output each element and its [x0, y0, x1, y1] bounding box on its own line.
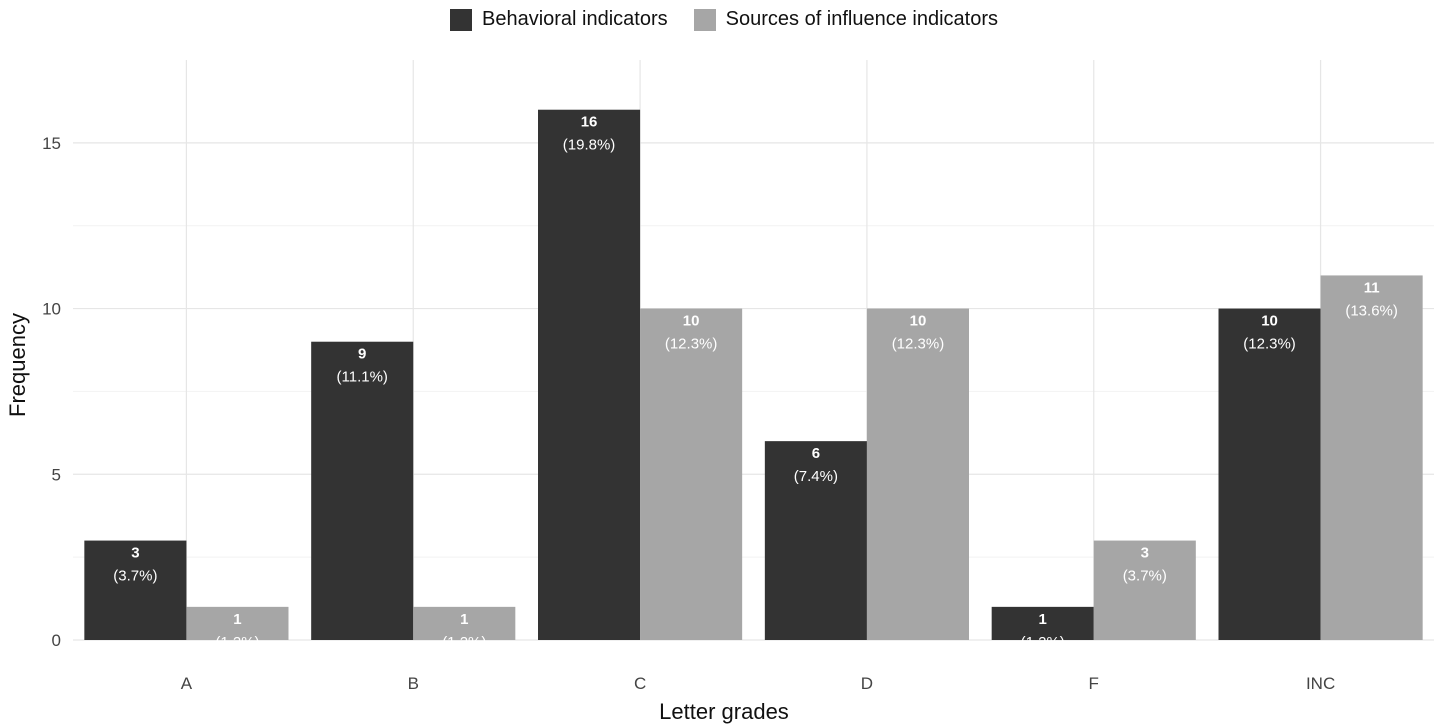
legend-item-sources: Sources of influence indicators — [693, 8, 999, 31]
x-tick-label: INC — [1306, 674, 1335, 693]
bar-percent-label: (12.3%) — [1243, 336, 1296, 353]
x-tick-label: A — [181, 674, 193, 693]
bar-percent-label: (3.7%) — [113, 568, 157, 585]
bar-value-label: 3 — [1141, 545, 1149, 562]
bar-percent-label: (13.6%) — [1345, 302, 1398, 319]
bar-percent-label: (1.2%) — [215, 634, 259, 651]
y-tick-label: 15 — [42, 134, 61, 153]
bar-value-label: 16 — [581, 114, 598, 131]
bar — [311, 341, 414, 640]
y-tick-label: 0 — [52, 631, 61, 650]
bar-percent-label: (12.3%) — [665, 336, 718, 353]
bar-percent-label: (7.4%) — [794, 468, 838, 485]
legend: Behavioral indicators Sources of influen… — [0, 8, 1448, 31]
bar-percent-label: (11.1%) — [337, 369, 388, 386]
bar-percent-label: (1.2%) — [442, 634, 486, 651]
bar — [1093, 540, 1196, 640]
x-tick-label: B — [408, 674, 419, 693]
bar-percent-label: (19.8%) — [563, 137, 616, 154]
bar — [866, 308, 969, 640]
bar — [413, 606, 516, 640]
bar — [84, 540, 187, 640]
bar-value-label: 1 — [233, 611, 241, 628]
bar-percent-label: (12.3%) — [892, 336, 945, 353]
bar — [991, 606, 1094, 640]
bar-value-label: 3 — [131, 545, 139, 562]
bar — [1320, 275, 1423, 640]
bar-value-label: 10 — [1261, 313, 1278, 330]
bar-value-label: 10 — [683, 313, 700, 330]
y-axis-title: Frequency — [5, 313, 30, 417]
x-tick-label: C — [634, 674, 646, 693]
bar-value-label: 9 — [358, 346, 366, 363]
bar-value-label: 10 — [910, 313, 927, 330]
bar-percent-label: (3.7%) — [1123, 568, 1167, 585]
legend-swatch-behavioral — [449, 8, 472, 31]
legend-label-behavioral: Behavioral indicators — [481, 8, 668, 30]
bar — [764, 441, 867, 640]
legend-swatch-sources — [693, 8, 716, 31]
legend-label-sources: Sources of influence indicators — [725, 8, 999, 30]
x-tick-label: D — [861, 674, 873, 693]
y-tick-label: 5 — [52, 465, 61, 484]
bar — [186, 606, 289, 640]
bar-value-label: 1 — [1039, 611, 1047, 628]
y-tick-label: 10 — [42, 300, 61, 319]
x-axis-title: Letter grades — [659, 699, 789, 724]
legend-item-behavioral: Behavioral indicators — [449, 8, 668, 31]
bar-value-label: 11 — [1364, 279, 1380, 296]
bar-percent-label: (1.2%) — [1021, 634, 1065, 651]
bar-value-label: 1 — [460, 611, 468, 628]
x-tick-label: F — [1089, 674, 1099, 693]
bar — [1218, 308, 1321, 640]
bar-value-label: 6 — [812, 445, 820, 462]
bar — [640, 308, 743, 640]
bar — [538, 109, 641, 640]
